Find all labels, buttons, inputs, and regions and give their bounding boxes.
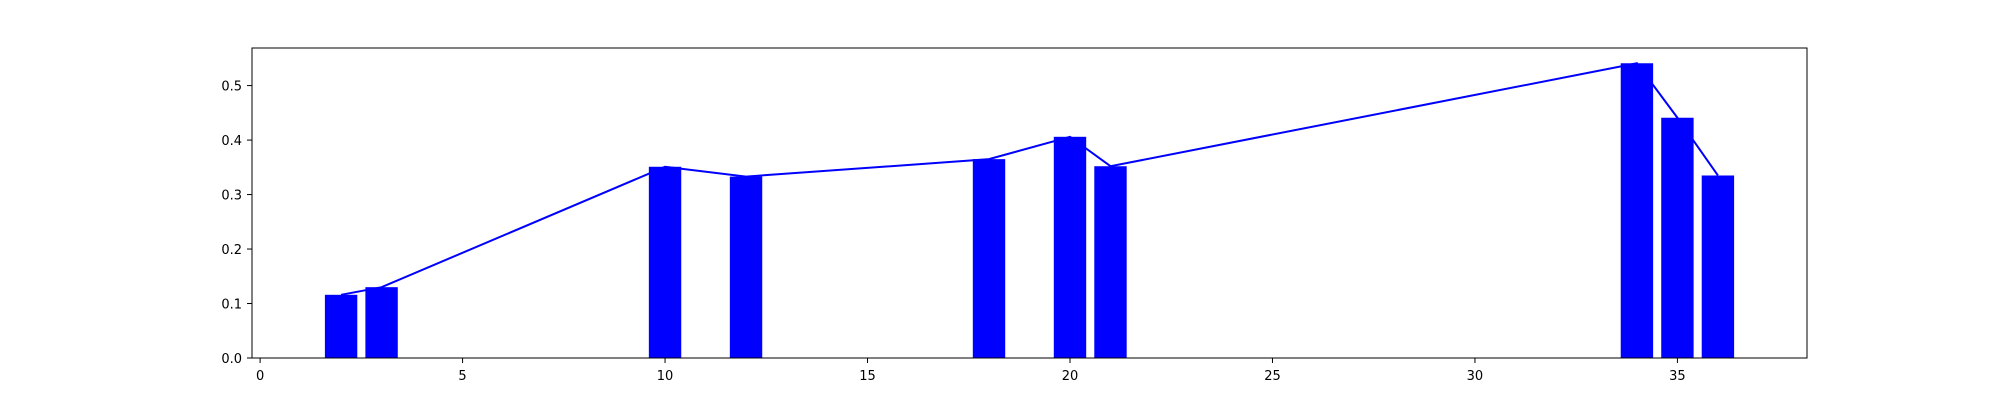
y-tick-label: 0.5 [221,80,242,95]
x-tick-label: 25 [1264,369,1281,384]
trend-line [340,62,1719,296]
x-tick-label: 10 [657,369,674,384]
bars-group [324,63,1735,359]
plot-background [252,48,1807,358]
bar [1053,136,1087,358]
bar [729,176,763,358]
bar [1701,175,1735,358]
x-tick-label: 30 [1467,369,1484,384]
x-ticks-group: 0 5 10 15 20 25 30 35 [256,358,1686,384]
bar [324,294,358,358]
plot-area [252,48,1807,358]
bar [1620,63,1654,359]
x-tick-label: 35 [1669,369,1686,384]
plot-frame [251,47,1808,359]
y-tick-label: 0.0 [221,352,242,367]
x-tick-label: 20 [1062,369,1079,384]
bar [365,287,398,358]
x-tick-label: 15 [859,369,876,384]
bar [972,159,1006,358]
axes-group [251,47,1808,359]
bar [1661,117,1694,358]
bar [648,166,682,358]
y-tick-label: 0.2 [221,243,242,258]
y-tick-label: 0.3 [221,189,242,204]
y-tick-label: 0.1 [221,298,242,313]
x-tick-label: 0 [256,369,264,384]
y-ticks-group: 0.0 0.1 0.2 0.3 0.4 0.5 [221,80,252,367]
x-tick-label: 5 [458,369,466,384]
y-tick-label: 0.4 [221,134,242,149]
bar [1094,166,1127,358]
trend-line-group [340,62,1719,296]
